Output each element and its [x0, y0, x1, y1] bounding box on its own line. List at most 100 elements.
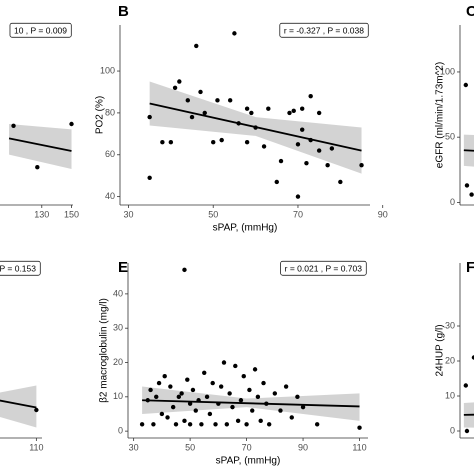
x-tick-label: 30	[123, 209, 133, 219]
point	[211, 140, 216, 145]
x-tick-label: 50	[208, 209, 218, 219]
x-tick-label: 50	[185, 442, 195, 452]
y-tick-label: 30	[113, 323, 123, 333]
point	[261, 144, 267, 149]
point	[227, 391, 232, 396]
y-tick-label: 0	[450, 197, 455, 207]
y-tick-label: 0	[118, 426, 123, 436]
point	[182, 418, 187, 424]
point	[147, 114, 152, 120]
point	[295, 142, 301, 147]
point	[151, 422, 156, 427]
point	[148, 387, 153, 393]
point	[207, 411, 213, 417]
point	[213, 422, 218, 427]
panel-label: B	[118, 3, 129, 20]
point	[202, 370, 207, 376]
point	[357, 425, 362, 430]
annotation: 10 , P = 0.009	[14, 25, 67, 35]
point	[314, 422, 320, 427]
point	[204, 394, 210, 400]
point	[300, 106, 305, 111]
point	[172, 85, 178, 90]
point	[218, 384, 224, 389]
y-axis-title: eGFR (ml/min/1.73m^2)	[435, 62, 446, 168]
y-tick-label: 20	[113, 357, 123, 367]
y-tick-label: 10	[445, 390, 455, 400]
point	[176, 394, 182, 400]
point	[35, 165, 40, 170]
point	[233, 363, 238, 369]
point	[295, 394, 300, 400]
x-tick-label: 90	[298, 442, 308, 452]
point	[168, 140, 174, 145]
point	[252, 367, 258, 372]
point	[283, 384, 289, 389]
x-tick-label: 110	[29, 442, 43, 452]
point	[139, 422, 145, 427]
annotation: r = 0.021 , P = 0.703	[285, 263, 363, 273]
point	[300, 127, 305, 132]
point	[287, 110, 292, 116]
point	[238, 398, 244, 403]
point	[359, 163, 364, 168]
point	[249, 110, 254, 116]
point	[154, 394, 159, 400]
y-axis-title: β2 macroglobulin (mg/l)	[99, 298, 110, 403]
point	[471, 355, 474, 360]
y-tick-label: 10	[113, 391, 123, 401]
point	[241, 374, 246, 379]
point	[185, 377, 190, 382]
point	[308, 93, 313, 99]
point	[291, 108, 296, 114]
point	[329, 146, 335, 151]
annotation: r = -0.327 , P = 0.038	[284, 25, 364, 35]
x-axis-title: sPAP, (mmHg)	[213, 223, 278, 234]
panel-label: F	[466, 259, 474, 276]
annotation-box	[9, 22, 72, 38]
y-tick-label: 100	[100, 65, 115, 75]
point	[199, 422, 204, 427]
point	[227, 98, 233, 103]
point	[300, 404, 306, 410]
x-axis-title: sPAP, (mmHg)	[216, 456, 281, 467]
point	[266, 106, 271, 111]
point	[215, 98, 220, 103]
x-tick-label: 110	[352, 442, 366, 452]
fit-line	[149, 102, 362, 152]
point	[147, 175, 152, 180]
panel: 130 150 10 , P = 0.009	[0, 22, 79, 219]
fit-line	[8, 137, 72, 152]
panel: 0 10 20 30 F 24HUP (g/l)	[435, 259, 474, 439]
point	[261, 380, 266, 386]
panel-label: C	[466, 3, 474, 20]
confidence-band	[0, 385, 37, 428]
y-tick-label: 40	[113, 288, 123, 298]
confidence-band	[9, 124, 72, 169]
point	[165, 415, 170, 420]
y-tick-label: 60	[105, 149, 115, 159]
point	[244, 106, 250, 111]
point	[69, 121, 74, 127]
point	[469, 192, 474, 197]
point	[224, 422, 230, 427]
point	[258, 418, 263, 424]
y-tick-label: 30	[445, 320, 455, 330]
x-tick-label: 130	[34, 209, 49, 219]
point	[194, 43, 199, 49]
point	[304, 160, 309, 166]
panel-label: E	[118, 259, 128, 276]
point	[274, 179, 279, 185]
y-tick-label: 40	[105, 191, 115, 201]
point	[463, 383, 469, 388]
point	[159, 411, 165, 417]
confidence-band	[463, 402, 474, 428]
point	[187, 401, 193, 406]
point	[202, 110, 207, 116]
point	[11, 123, 16, 128]
y-tick-label: 80	[105, 107, 115, 117]
point	[221, 360, 227, 365]
point	[170, 404, 176, 410]
panel: 30 50 70 90 40 60 80 100 r = -0.327 , P = 0.038 B…	[95, 3, 388, 234]
x-tick-label: 30	[129, 442, 139, 452]
